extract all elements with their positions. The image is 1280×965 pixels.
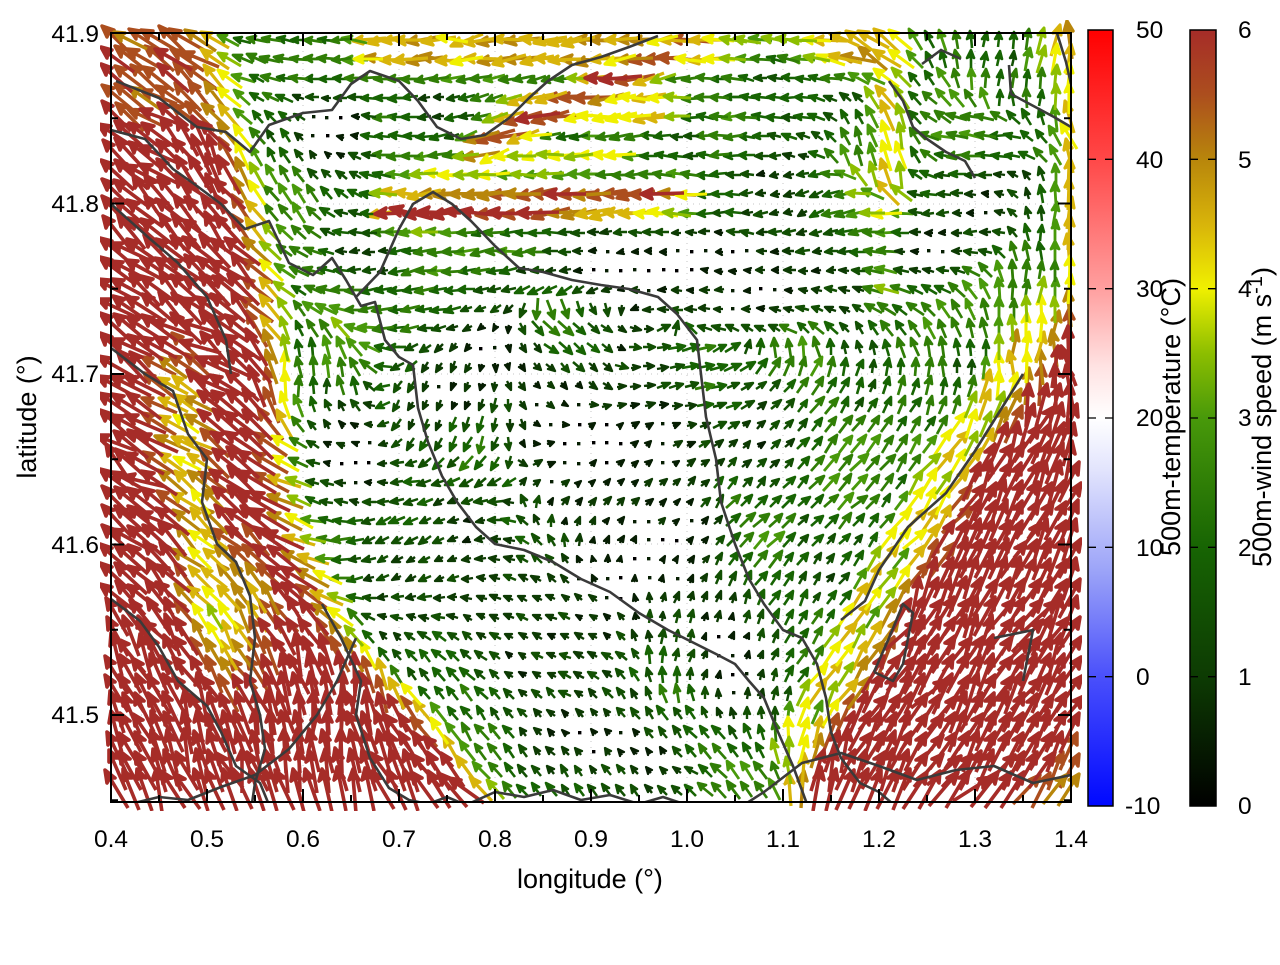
svg-text:1.1: 1.1 xyxy=(766,826,800,853)
svg-text:0.4: 0.4 xyxy=(94,826,128,853)
svg-text:0.7: 0.7 xyxy=(382,826,416,853)
svg-text:1.0: 1.0 xyxy=(670,826,704,853)
svg-text:40: 40 xyxy=(1136,147,1163,174)
svg-text:latitude (°): latitude (°) xyxy=(12,355,42,478)
svg-text:0: 0 xyxy=(1136,664,1150,691)
svg-text:0.5: 0.5 xyxy=(190,826,224,853)
svg-text:10: 10 xyxy=(1136,535,1163,562)
svg-text:0.8: 0.8 xyxy=(478,826,512,853)
svg-text:1.2: 1.2 xyxy=(862,826,896,853)
svg-text:0: 0 xyxy=(1238,793,1252,820)
svg-text:41.8: 41.8 xyxy=(51,191,99,218)
svg-text:1.4: 1.4 xyxy=(1054,826,1088,853)
svg-text:5: 5 xyxy=(1238,147,1252,174)
svg-text:500m-temperature (°C): 500m-temperature (°C) xyxy=(1156,278,1186,556)
svg-text:6: 6 xyxy=(1238,17,1252,44)
svg-text:longitude (°): longitude (°) xyxy=(517,864,663,894)
svg-text:2: 2 xyxy=(1238,535,1252,562)
svg-text:1.3: 1.3 xyxy=(958,826,992,853)
svg-text:41.9: 41.9 xyxy=(51,21,99,48)
svg-text:-10: -10 xyxy=(1125,793,1160,820)
svg-text:1: 1 xyxy=(1238,664,1252,691)
svg-text:41.5: 41.5 xyxy=(51,702,99,729)
svg-text:41.7: 41.7 xyxy=(51,361,99,388)
svg-text:41.6: 41.6 xyxy=(51,532,99,559)
svg-text:30: 30 xyxy=(1136,276,1163,303)
svg-text:3: 3 xyxy=(1238,405,1252,432)
svg-text:50: 50 xyxy=(1136,17,1163,44)
svg-text:500m-wind speed (m s-1): 500m-wind speed (m s-1) xyxy=(1245,267,1277,567)
svg-text:0.6: 0.6 xyxy=(286,826,320,853)
svg-text:4: 4 xyxy=(1238,276,1252,303)
svg-text:0.9: 0.9 xyxy=(574,826,608,853)
svg-text:20: 20 xyxy=(1136,405,1163,432)
